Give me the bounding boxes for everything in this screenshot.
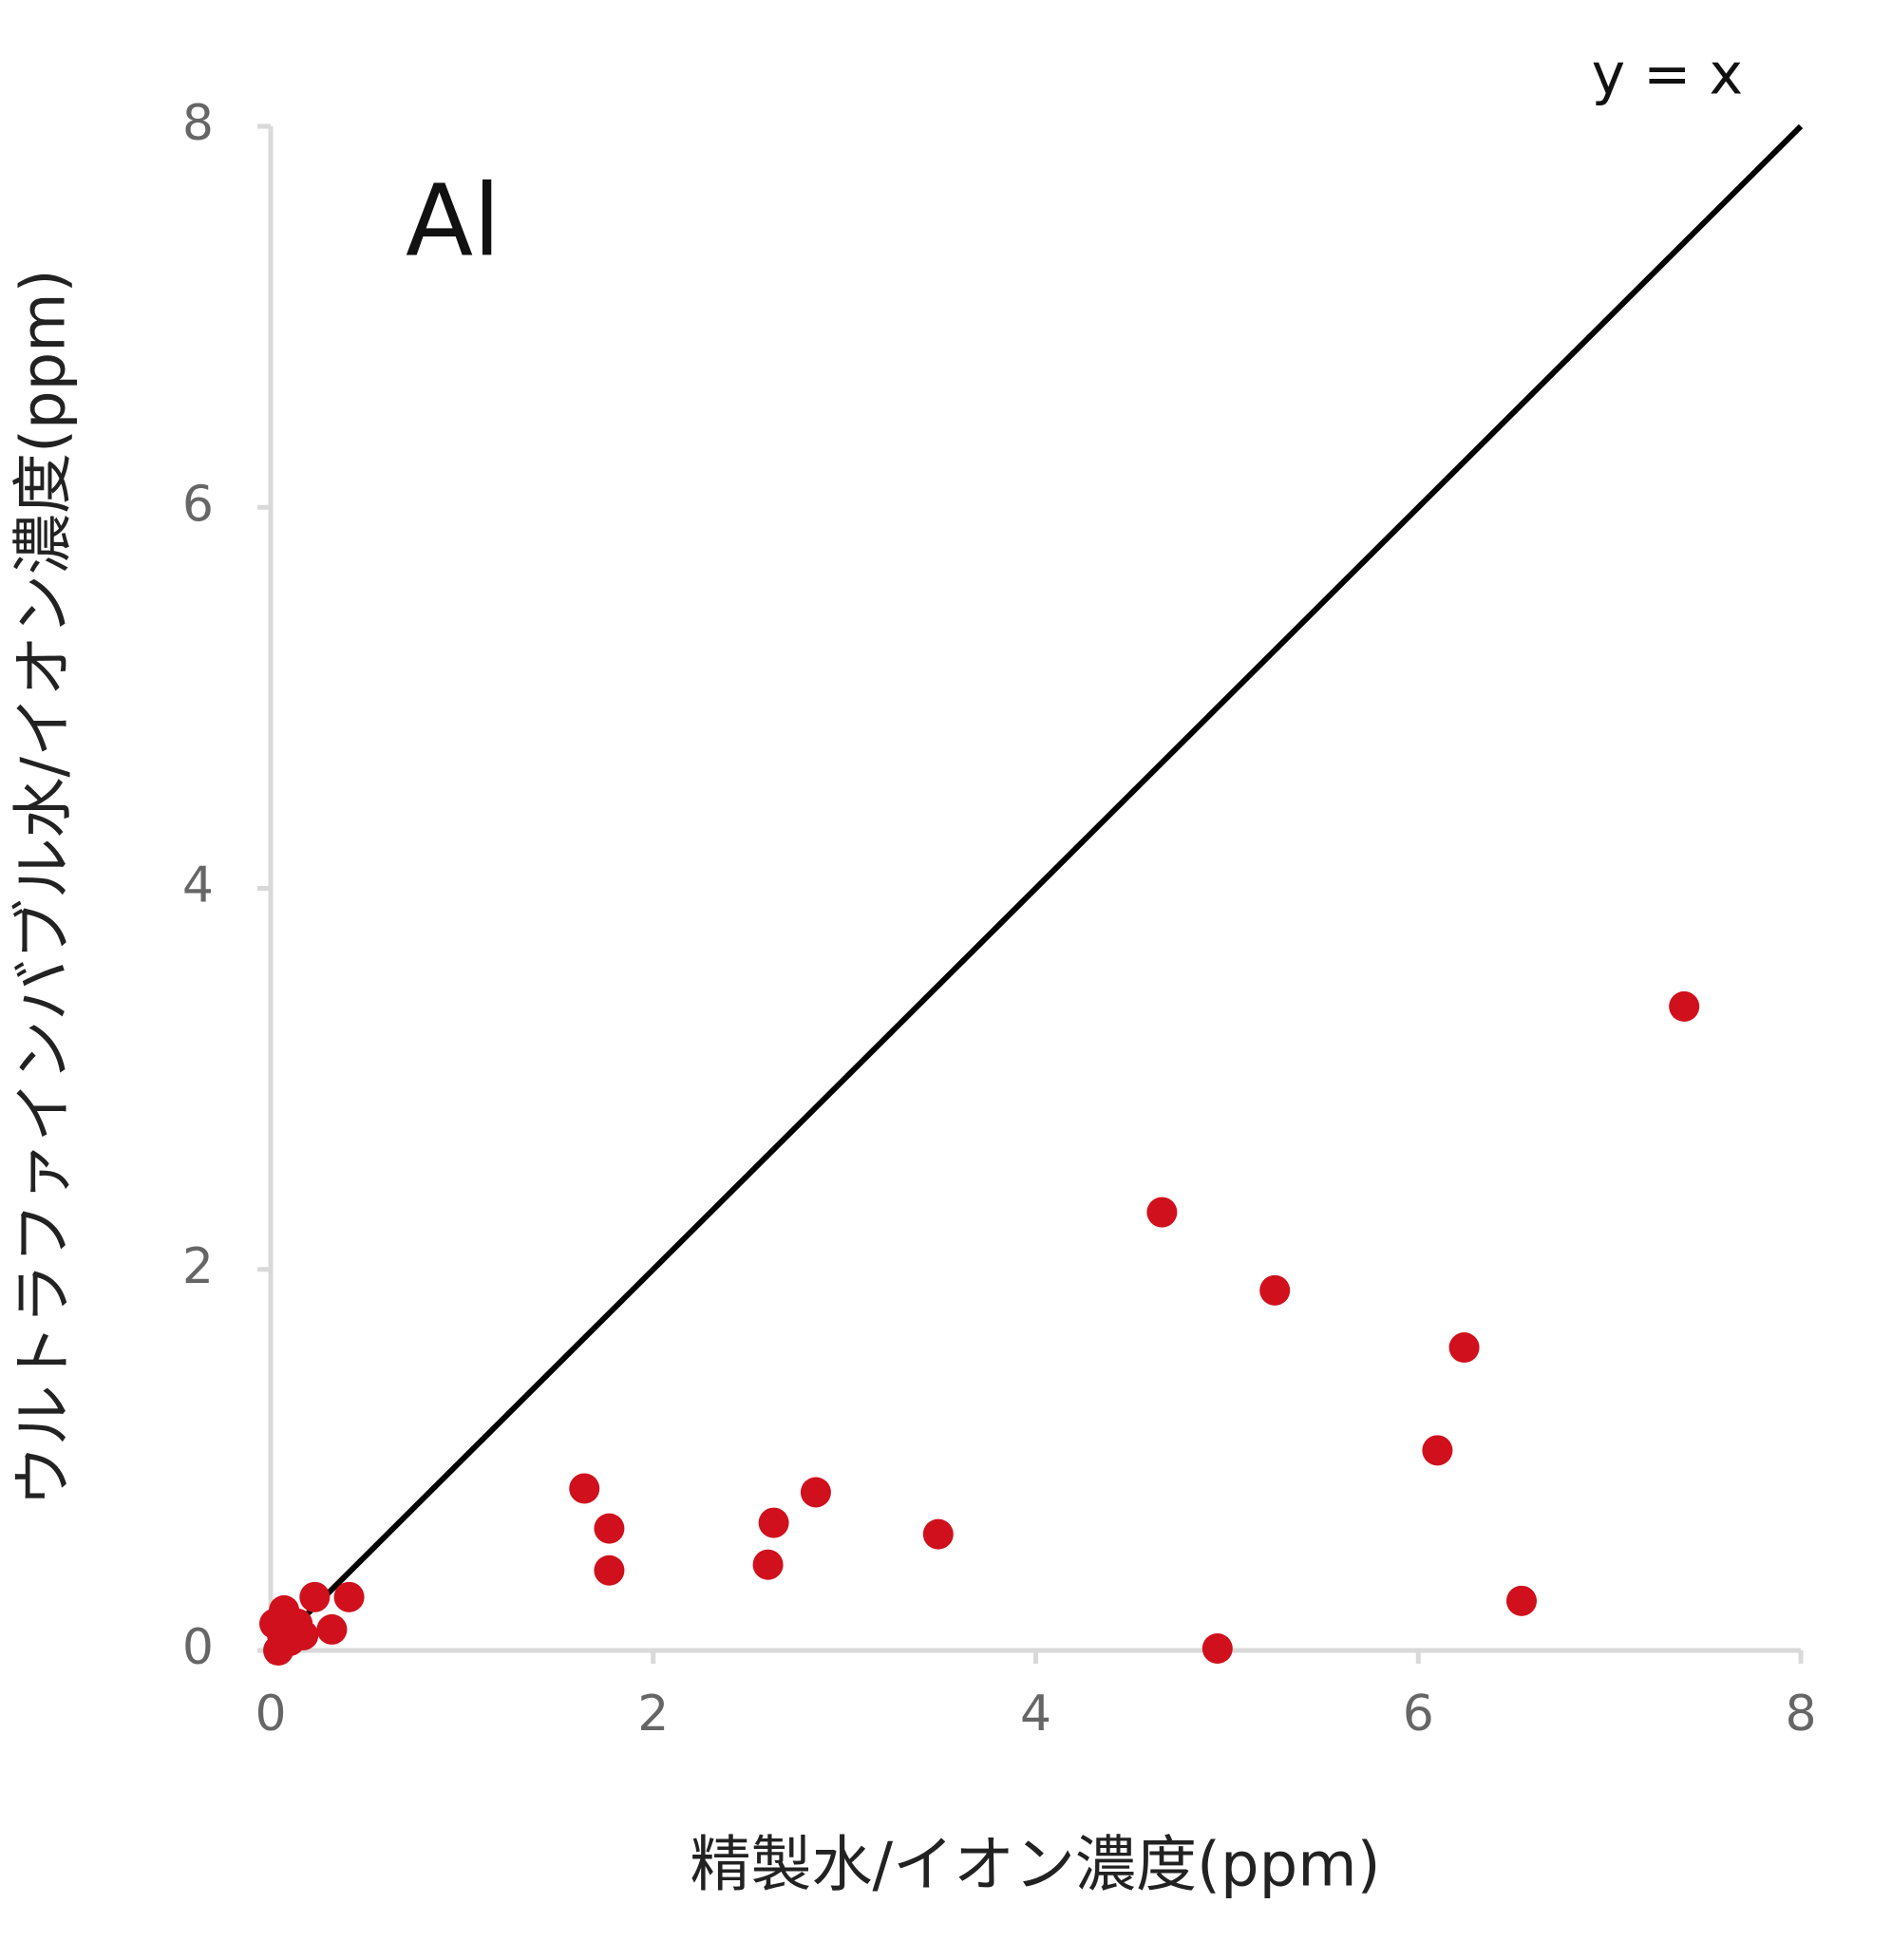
x-tick-label: 4 [1020, 1686, 1051, 1743]
point [1146, 1197, 1178, 1228]
x-tick-label: 8 [1785, 1686, 1816, 1743]
point [1448, 1332, 1480, 1364]
y-tick-label: 2 [182, 1238, 214, 1295]
point [922, 1518, 954, 1550]
reference-line-label: y = x [1592, 42, 1743, 108]
point [594, 1555, 625, 1586]
point [299, 1581, 331, 1612]
point [1669, 990, 1700, 1022]
x-tick-label: 6 [1403, 1686, 1434, 1743]
x-tick-label: 0 [255, 1686, 286, 1743]
point [758, 1507, 789, 1538]
point [1505, 1585, 1537, 1616]
y-tick-label: 8 [182, 95, 214, 152]
point [267, 1619, 298, 1650]
point [752, 1549, 784, 1580]
x-tick-label: 2 [637, 1686, 669, 1743]
point [569, 1473, 600, 1504]
y-tick-label: 6 [182, 476, 214, 533]
reference-line [268, 123, 1804, 1653]
point [594, 1513, 625, 1544]
y-tick-label: 4 [182, 858, 214, 914]
y-tick-label: 0 [182, 1619, 214, 1676]
y-axis-title: ウルトラファインバブル水/イオン濃度(ppm) [9, 269, 80, 1506]
point [316, 1613, 348, 1645]
point [1422, 1435, 1453, 1466]
annotation: Al [406, 162, 501, 278]
point [1201, 1632, 1233, 1664]
point [800, 1477, 831, 1508]
point [288, 1619, 319, 1650]
point [1259, 1274, 1291, 1306]
point [333, 1581, 365, 1612]
x-axis-title: 精製水/イオン濃度(ppm) [690, 1831, 1380, 1901]
